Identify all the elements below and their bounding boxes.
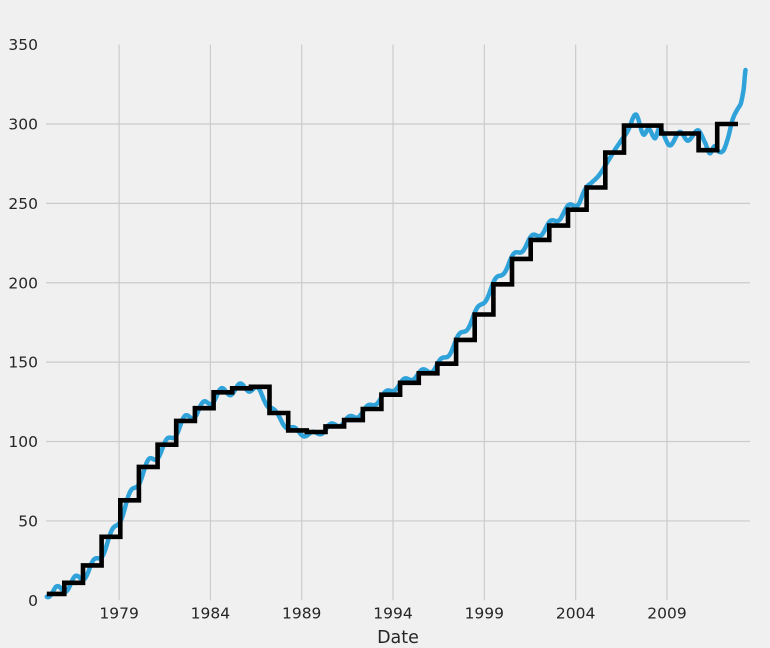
tick-layer: 0 50 100 150 200 250 300 350 1979 1984 1989 1994 199… xyxy=(8,36,686,622)
x-tick-label: 2004 xyxy=(556,605,595,623)
y-tick-label: 150 xyxy=(8,354,38,372)
series-layer xyxy=(44,67,748,600)
grid-layer xyxy=(46,44,750,601)
x-tick-label: 2009 xyxy=(647,605,686,623)
y-tick-label: 0 xyxy=(28,592,38,610)
x-tick-label: 1989 xyxy=(282,605,321,623)
annual-step-series xyxy=(46,121,738,597)
x-tick-label: 1979 xyxy=(99,605,138,623)
x-tick-label: 1999 xyxy=(465,605,504,623)
y-tick-label: 50 xyxy=(18,512,38,530)
y-tick-label: 200 xyxy=(8,274,38,292)
y-tick-label: 250 xyxy=(8,195,38,213)
monthly-line-series xyxy=(44,67,748,600)
y-tick-label: 350 xyxy=(8,36,38,54)
x-tick-label: 1994 xyxy=(373,605,412,623)
y-tick-label: 300 xyxy=(8,116,38,134)
x-axis-title: Date xyxy=(377,628,419,648)
x-tick-label: 1984 xyxy=(191,605,230,623)
y-tick-label: 100 xyxy=(8,433,38,451)
